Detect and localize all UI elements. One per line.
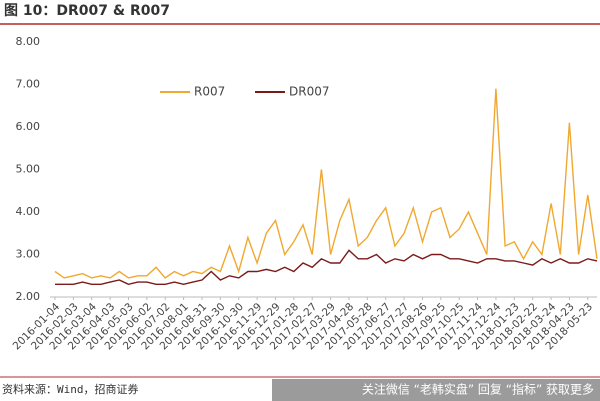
y-tick-label: 3.00 xyxy=(16,248,41,261)
series-line xyxy=(55,249,598,286)
y-tick-label: 5.00 xyxy=(16,163,41,176)
chart-title: 图 10：DR007 & R007 xyxy=(4,3,170,19)
y-tick-label: 2.00 xyxy=(16,290,41,303)
series-line xyxy=(54,88,598,279)
y-tick-label: 6.00 xyxy=(16,120,41,133)
legend-label: DR007 xyxy=(289,85,329,99)
y-tick-label: 4.00 xyxy=(16,205,41,218)
watermark: 关注微信 “老韩实盘” 回复 “指标” 获取更多 xyxy=(362,382,594,397)
source: 资料来源：Wind，招商证券 xyxy=(2,382,139,396)
y-tick-label: 8.00 xyxy=(16,35,41,48)
watermark-bg xyxy=(272,379,600,401)
legend-label: R007 xyxy=(194,85,225,99)
y-tick-label: 7.00 xyxy=(16,78,41,91)
